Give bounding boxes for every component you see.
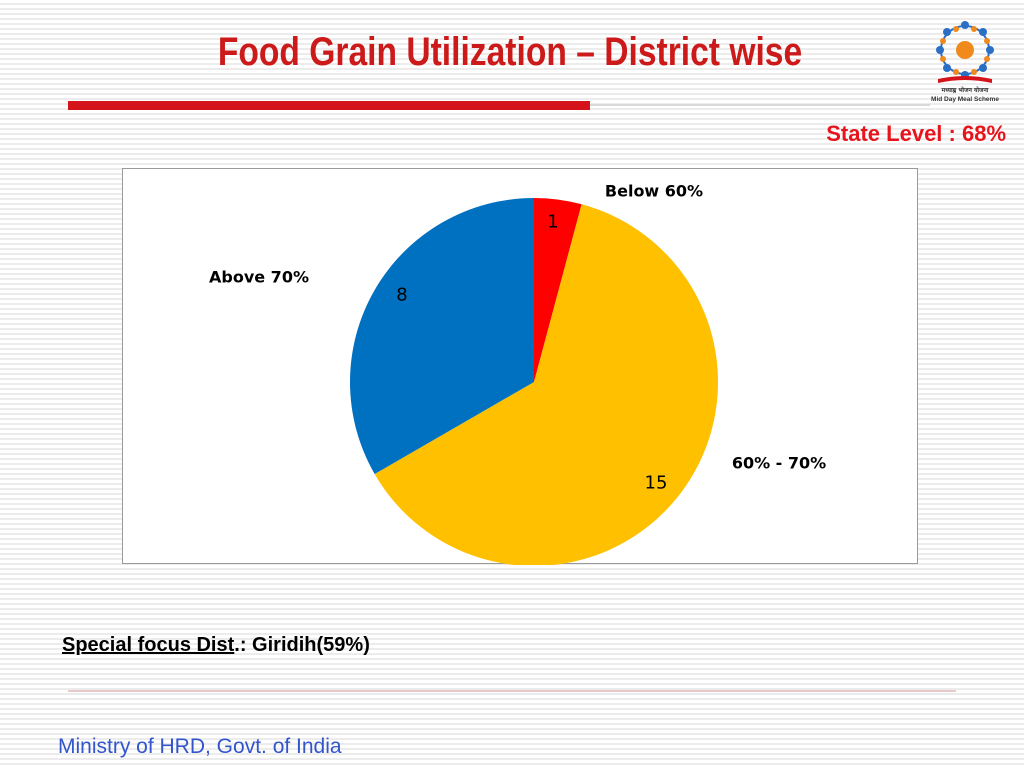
slice-value-label-2: 8	[396, 285, 407, 306]
pie-slice-0	[534, 198, 582, 382]
pie-chart: 1 Below 60% 15 60% - 70% 8 Above 70%	[122, 168, 918, 565]
pie-slice-2	[350, 198, 534, 474]
state-level-text: State Level : 68%	[826, 121, 1006, 146]
pie-chart-svg: 1 Below 60% 15 60% - 70% 8 Above 70%	[209, 182, 826, 565]
special-focus-label: Special focus Dist	[62, 634, 235, 656]
mid-day-meal-logo: मध्याह्न भोजन योजना Mid Day Meal Scheme	[928, 17, 1002, 105]
footer-divider	[68, 690, 956, 692]
pie-slice-1	[374, 204, 718, 565]
slice-category-label-1: 60% - 70%	[732, 454, 826, 473]
title-underline	[68, 101, 590, 110]
special-focus-value: .: Giridih(59%)	[234, 634, 370, 656]
slice-category-label-2: Above 70%	[209, 268, 309, 287]
logo-hindi-text: मध्याह्न भोजन योजना	[941, 86, 989, 94]
mid-day-meal-scheme-logo-icon: मध्याह्न भोजन योजना Mid Day Meal Scheme	[931, 21, 999, 103]
slide-title: Food Grain Utilization – District wise	[217, 30, 803, 74]
slice-value-label-0: 1	[547, 212, 558, 233]
special-focus-text: Special focus Dist.: Giridih(59%)	[62, 634, 370, 657]
logo-english-text: Mid Day Meal Scheme	[931, 96, 999, 103]
footer-text: Ministry of HRD, Govt. of India	[58, 735, 342, 758]
slice-value-label-1: 15	[645, 473, 668, 494]
title-underline-thin	[590, 104, 930, 106]
slice-category-label-0: Below 60%	[605, 182, 703, 201]
